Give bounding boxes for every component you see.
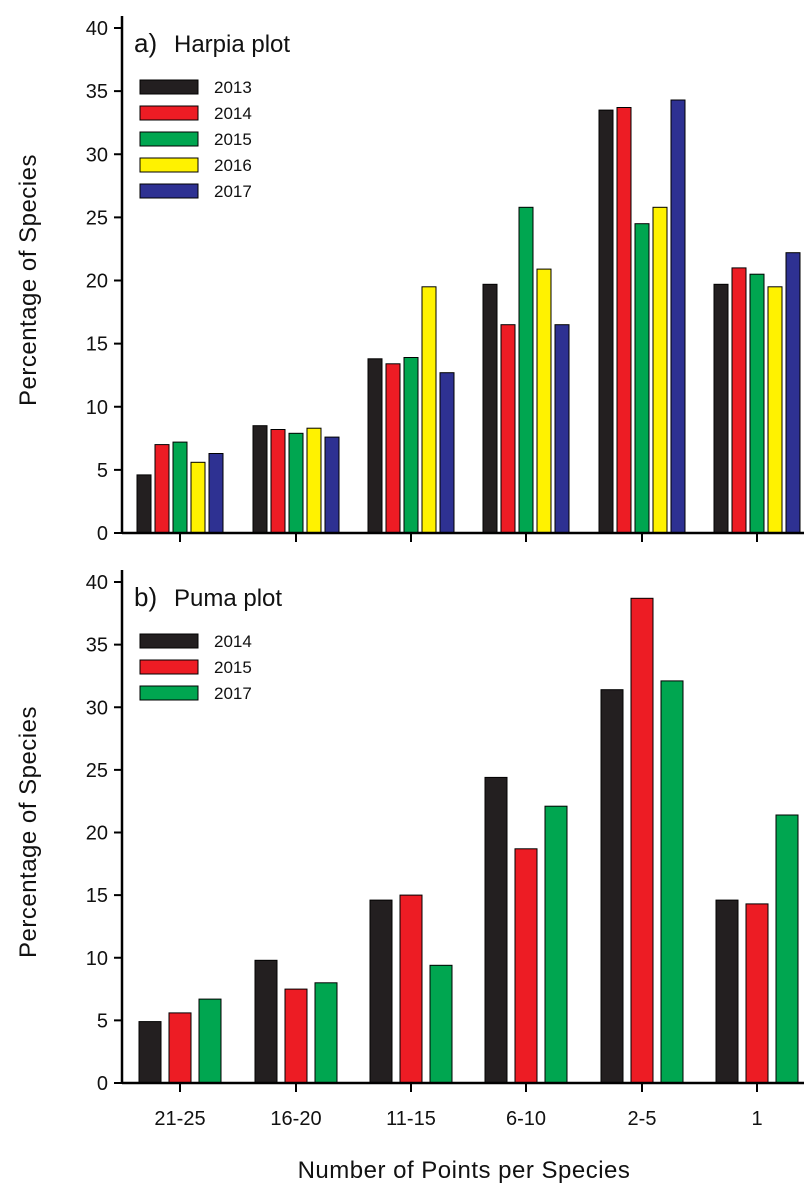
y-tick-label-15: 15 [86, 885, 108, 907]
panel-letter: b) [134, 582, 157, 612]
bar-2016-11-15 [421, 286, 437, 534]
legend-label-2015: 2015 [214, 658, 252, 677]
legend-label-2013: 2013 [214, 78, 252, 97]
panel-puma: 0 5 10 15 20 25 30 35 40 21-25 16-20 11-15 6-10 2-5 1 P… [15, 570, 804, 1130]
bar-2014-21-25 [138, 1021, 162, 1084]
bar-2017-1 [775, 814, 799, 1084]
x-axis-label: Number of Points per Species [298, 1157, 631, 1184]
bar-2015-1 [749, 273, 765, 534]
bar-2017-6-10 [544, 805, 568, 1084]
y-tick-label-35: 35 [86, 81, 108, 103]
y-tick-label-5: 5 [97, 460, 108, 482]
bar-2014-21-25 [154, 444, 170, 534]
panel-letter: a) [134, 28, 157, 58]
bar-2015-11-15 [399, 894, 423, 1084]
bar-2016-16-20 [306, 427, 322, 534]
legend-swatch-2017 [139, 685, 199, 701]
bar-2013-11-15 [367, 358, 383, 534]
panel-harpia: 0 5 10 15 20 25 30 35 40 Percentage of Species a) H… [15, 16, 804, 545]
x-tick-label-6-10: 6-10 [506, 1108, 546, 1130]
legend-label-2017: 2017 [214, 684, 252, 703]
y-axis-title: Percentage of Species [15, 706, 42, 958]
x-tick-label-16-20: 16-20 [270, 1108, 321, 1130]
bar-2013-6-10 [482, 283, 498, 534]
y-tick-label-10: 10 [86, 948, 108, 970]
bar-2017-21-25 [208, 453, 224, 534]
bar-2017-21-25 [198, 998, 222, 1084]
y-tick-label-5: 5 [97, 1010, 108, 1032]
bar-2013-2-5 [598, 109, 614, 534]
y-tick-label-20: 20 [86, 271, 108, 293]
bar-2016-6-10 [536, 268, 552, 534]
y-tick-label-0: 0 [97, 523, 108, 545]
bar-2015-2-5 [630, 597, 654, 1084]
y-tick-label-25: 25 [86, 207, 108, 229]
legend-label-2016: 2016 [214, 156, 252, 175]
bar-2016-1 [767, 286, 783, 534]
legend-swatch-2014 [139, 105, 199, 121]
legend-label-2017: 2017 [214, 182, 252, 201]
legend-label-2014: 2014 [214, 632, 252, 651]
bar-2015-21-25 [168, 1012, 192, 1084]
legend-label-2014: 2014 [214, 104, 252, 123]
bar-2015-6-10 [514, 848, 538, 1084]
bar-2014-1 [731, 267, 747, 534]
legend-label-2015: 2015 [214, 130, 252, 149]
bar-2015-2-5 [634, 223, 650, 534]
bar-2015-16-20 [284, 988, 308, 1084]
bar-2016-2-5 [652, 206, 668, 534]
y-tick-label-15: 15 [86, 334, 108, 356]
y-tick-label-35: 35 [86, 635, 108, 657]
panel-title: Harpia plot [174, 31, 290, 58]
bar-2017-2-5 [660, 680, 684, 1084]
bar-2013-1 [713, 283, 729, 534]
bar-2014-11-15 [369, 899, 393, 1084]
bar-2017-6-10 [554, 324, 570, 534]
bar-2017-11-15 [439, 372, 455, 534]
y-tick-label-30: 30 [86, 697, 108, 719]
bar-2015-11-15 [403, 357, 419, 534]
legend-swatch-2016 [139, 157, 199, 173]
y-tick-label-0: 0 [97, 1073, 108, 1095]
bar-2014-6-10 [484, 776, 508, 1084]
y-tick-label-40: 40 [86, 572, 108, 594]
y-tick-label-10: 10 [86, 397, 108, 419]
legend-swatch-2013 [139, 79, 199, 95]
bar-2015-16-20 [288, 432, 304, 534]
bar-2014-16-20 [270, 429, 286, 534]
x-tick-label-11-15: 11-15 [386, 1108, 436, 1130]
bar-2017-11-15 [429, 964, 453, 1084]
bar-2017-1 [785, 252, 801, 534]
bar-2013-21-25 [136, 474, 152, 534]
y-tick-label-25: 25 [86, 760, 108, 782]
bar-2014-6-10 [500, 324, 516, 534]
bar-2014-2-5 [616, 107, 632, 534]
x-tick-label-21-25: 21-25 [154, 1108, 205, 1130]
bar-2013-16-20 [252, 425, 268, 534]
x-tick-label-1: 1 [751, 1108, 762, 1130]
bar-2015-6-10 [518, 206, 534, 534]
legend-swatch-2015 [139, 659, 199, 675]
bar-2015-21-25 [172, 441, 188, 534]
legend-swatch-2015 [139, 131, 199, 147]
y-axis-title: Percentage of Species [15, 154, 42, 406]
bar-2017-16-20 [324, 436, 340, 534]
bar-2017-16-20 [314, 982, 338, 1084]
bar-2016-21-25 [190, 461, 206, 534]
bar-2014-2-5 [600, 689, 624, 1084]
y-tick-label-20: 20 [86, 823, 108, 845]
bar-2017-2-5 [670, 99, 686, 534]
bar-2015-1 [745, 903, 769, 1084]
legend-swatch-2014 [139, 633, 199, 649]
legend-swatch-2017 [139, 183, 199, 199]
bar-2014-11-15 [385, 363, 401, 534]
y-tick-label-40: 40 [86, 18, 108, 40]
x-tick-label-2-5: 2-5 [628, 1108, 657, 1130]
y-tick-label-30: 30 [86, 144, 108, 166]
panel-title: Puma plot [174, 585, 282, 612]
bar-2014-1 [715, 899, 739, 1084]
bar-2014-16-20 [254, 959, 278, 1084]
